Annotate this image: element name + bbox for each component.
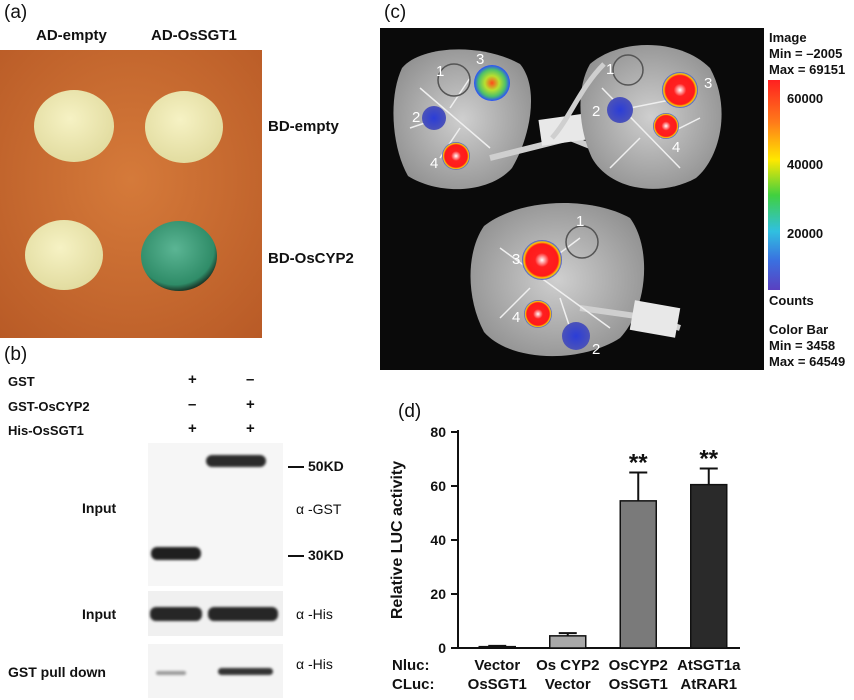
reagent-gst: GST: [8, 374, 35, 389]
blot-pulldown-his: [148, 644, 283, 698]
luciferase-leaf-image: 1 3 2 4 1 3 2 4 1 3 4 2: [380, 28, 764, 370]
spot-num-1b: 1: [606, 61, 614, 78]
bars: ** **: [478, 445, 728, 649]
blot-label-input-2: Input: [82, 606, 117, 622]
spot-num-4a: 4: [430, 155, 438, 172]
y-ticks: 0 20 40 60 80: [430, 424, 458, 656]
reagent-his-ossgt1-lane2: +: [246, 420, 255, 437]
x-category-label: OsSGT1: [468, 676, 527, 693]
significance-mark: **: [629, 450, 648, 477]
antibody-his-1: α -His: [296, 606, 333, 622]
reagent-gst-oscyp2-lane2: +: [246, 396, 255, 413]
bar: [690, 483, 728, 649]
x-category-label: AtRAR1: [680, 676, 737, 693]
x-category-label: OsCYP2: [609, 657, 668, 674]
plate-background: [0, 50, 262, 338]
antibody-his-2: α -His: [296, 656, 333, 672]
panel-a-label: (a): [4, 2, 28, 23]
image-info-max: Max = 69151: [769, 62, 846, 77]
color-bar-info: Color Bar Min = 3458 Max = 64549: [769, 322, 845, 370]
leaf-3: [470, 203, 645, 357]
marker-50kd: 50KD: [308, 458, 344, 474]
y-tick-label: 40: [430, 532, 446, 548]
row-label-nluc: Nluc:: [392, 657, 430, 674]
spot-num-3c: 3: [512, 251, 520, 268]
spot-num-2a: 2: [412, 109, 420, 126]
y-tick-label: 60: [430, 478, 446, 494]
band-his-lane1: [150, 607, 202, 621]
spot-num-1a: 1: [436, 63, 444, 80]
reagent-gst-lane1: +: [188, 371, 197, 388]
blot-input-gst: [148, 443, 283, 586]
color-bar-min: Min = 3458: [769, 338, 836, 353]
y-tick-label: 0: [438, 640, 446, 656]
x-category-label: AtSGT1a: [677, 657, 741, 674]
color-scale-bar: [768, 80, 780, 290]
marker-tick-30kd: [288, 555, 304, 557]
y-tick-label: 20: [430, 586, 446, 602]
colony-empty-empty: [34, 90, 114, 162]
scale-tick-40000: 40000: [787, 157, 824, 172]
spot-num-1c: 1: [576, 213, 584, 230]
row-label-bd-oscyp2: BD-OsCYP2: [268, 250, 354, 267]
band-gst: [151, 547, 201, 560]
spot-num-4b: 4: [672, 139, 680, 156]
bar: [549, 635, 587, 649]
bar: [619, 500, 657, 649]
color-bar-max: Max = 64549: [769, 354, 846, 369]
bar: [478, 645, 516, 649]
x-category-label: Vector: [545, 676, 591, 693]
spot-num-3a: 3: [476, 51, 484, 68]
y-axis-label: Relative LUC activity: [389, 461, 406, 619]
scale-tick-60000: 60000: [787, 91, 824, 106]
colony-empty-ossgt1: [145, 91, 223, 163]
row-label-cluc: CLuc:: [392, 676, 435, 693]
significance-mark: **: [699, 445, 718, 472]
row-label-bd-empty: BD-empty: [268, 118, 339, 135]
marker-30kd: 30KD: [308, 547, 344, 563]
reagent-his-ossgt1-lane1: +: [188, 420, 197, 437]
spot-num-2b: 2: [592, 103, 600, 120]
color-bar-title: Color Bar: [769, 322, 829, 337]
blot-label-gst-pull-down: GST pull down: [8, 664, 106, 680]
band-gst-oscyp2: [206, 455, 266, 467]
panel-c-label: (c): [384, 2, 407, 23]
blot-input-his: [148, 591, 283, 636]
image-info-min: Min = –2005: [769, 46, 843, 61]
reagent-gst-lane2: –: [246, 371, 255, 388]
marker-tick-50kd: [288, 466, 304, 468]
x-category-label: OsSGT1: [609, 676, 668, 693]
band-pulldown-lane1: [156, 671, 186, 675]
yeast-plate-image: [0, 50, 262, 338]
image-info-title: Image: [769, 30, 807, 45]
band-pulldown-lane2: [218, 668, 273, 675]
panel-b-label: (b): [4, 344, 28, 365]
col-header-ad-empty: AD-empty: [36, 27, 107, 44]
reagent-gst-oscyp2-lane1: –: [188, 396, 197, 413]
col-header-ad-ossgt1: AD-OsSGT1: [151, 27, 237, 44]
x-category-label: Vector: [474, 657, 520, 674]
blot-label-input-1: Input: [82, 500, 117, 516]
luc-activity-chart: 0 20 40 60 80 ** ** Relative LUC activity Vec…: [389, 424, 741, 693]
reagent-his-ossgt1: His-OsSGT1: [8, 423, 84, 438]
panel-d-label: (d): [398, 401, 422, 422]
spot-num-4c: 4: [512, 309, 520, 326]
colony-oscyp2-ossgt1: [141, 221, 217, 291]
x-labels: Vector OsSGT1 Os CYP2 Vector OsCYP2 OsSGT1 AtS…: [392, 657, 741, 693]
spot-num-3b: 3: [704, 75, 712, 92]
x-category-label: Os CYP2: [536, 657, 599, 674]
image-info: Image Min = –2005 Max = 69151: [769, 30, 845, 78]
reagent-gst-oscyp2: GST-OsCYP2: [8, 399, 90, 414]
antibody-gst: α -GST: [296, 501, 342, 517]
scale-unit-counts: Counts: [769, 293, 814, 308]
y-tick-label: 80: [430, 424, 446, 440]
leaf-3-tag: [629, 300, 681, 338]
scale-tick-20000: 20000: [787, 226, 824, 241]
leaf-2-stem: [550, 62, 606, 140]
spot-num-2c: 2: [592, 341, 600, 358]
colony-oscyp2-empty: [25, 220, 103, 290]
band-his-lane2: [208, 607, 278, 621]
